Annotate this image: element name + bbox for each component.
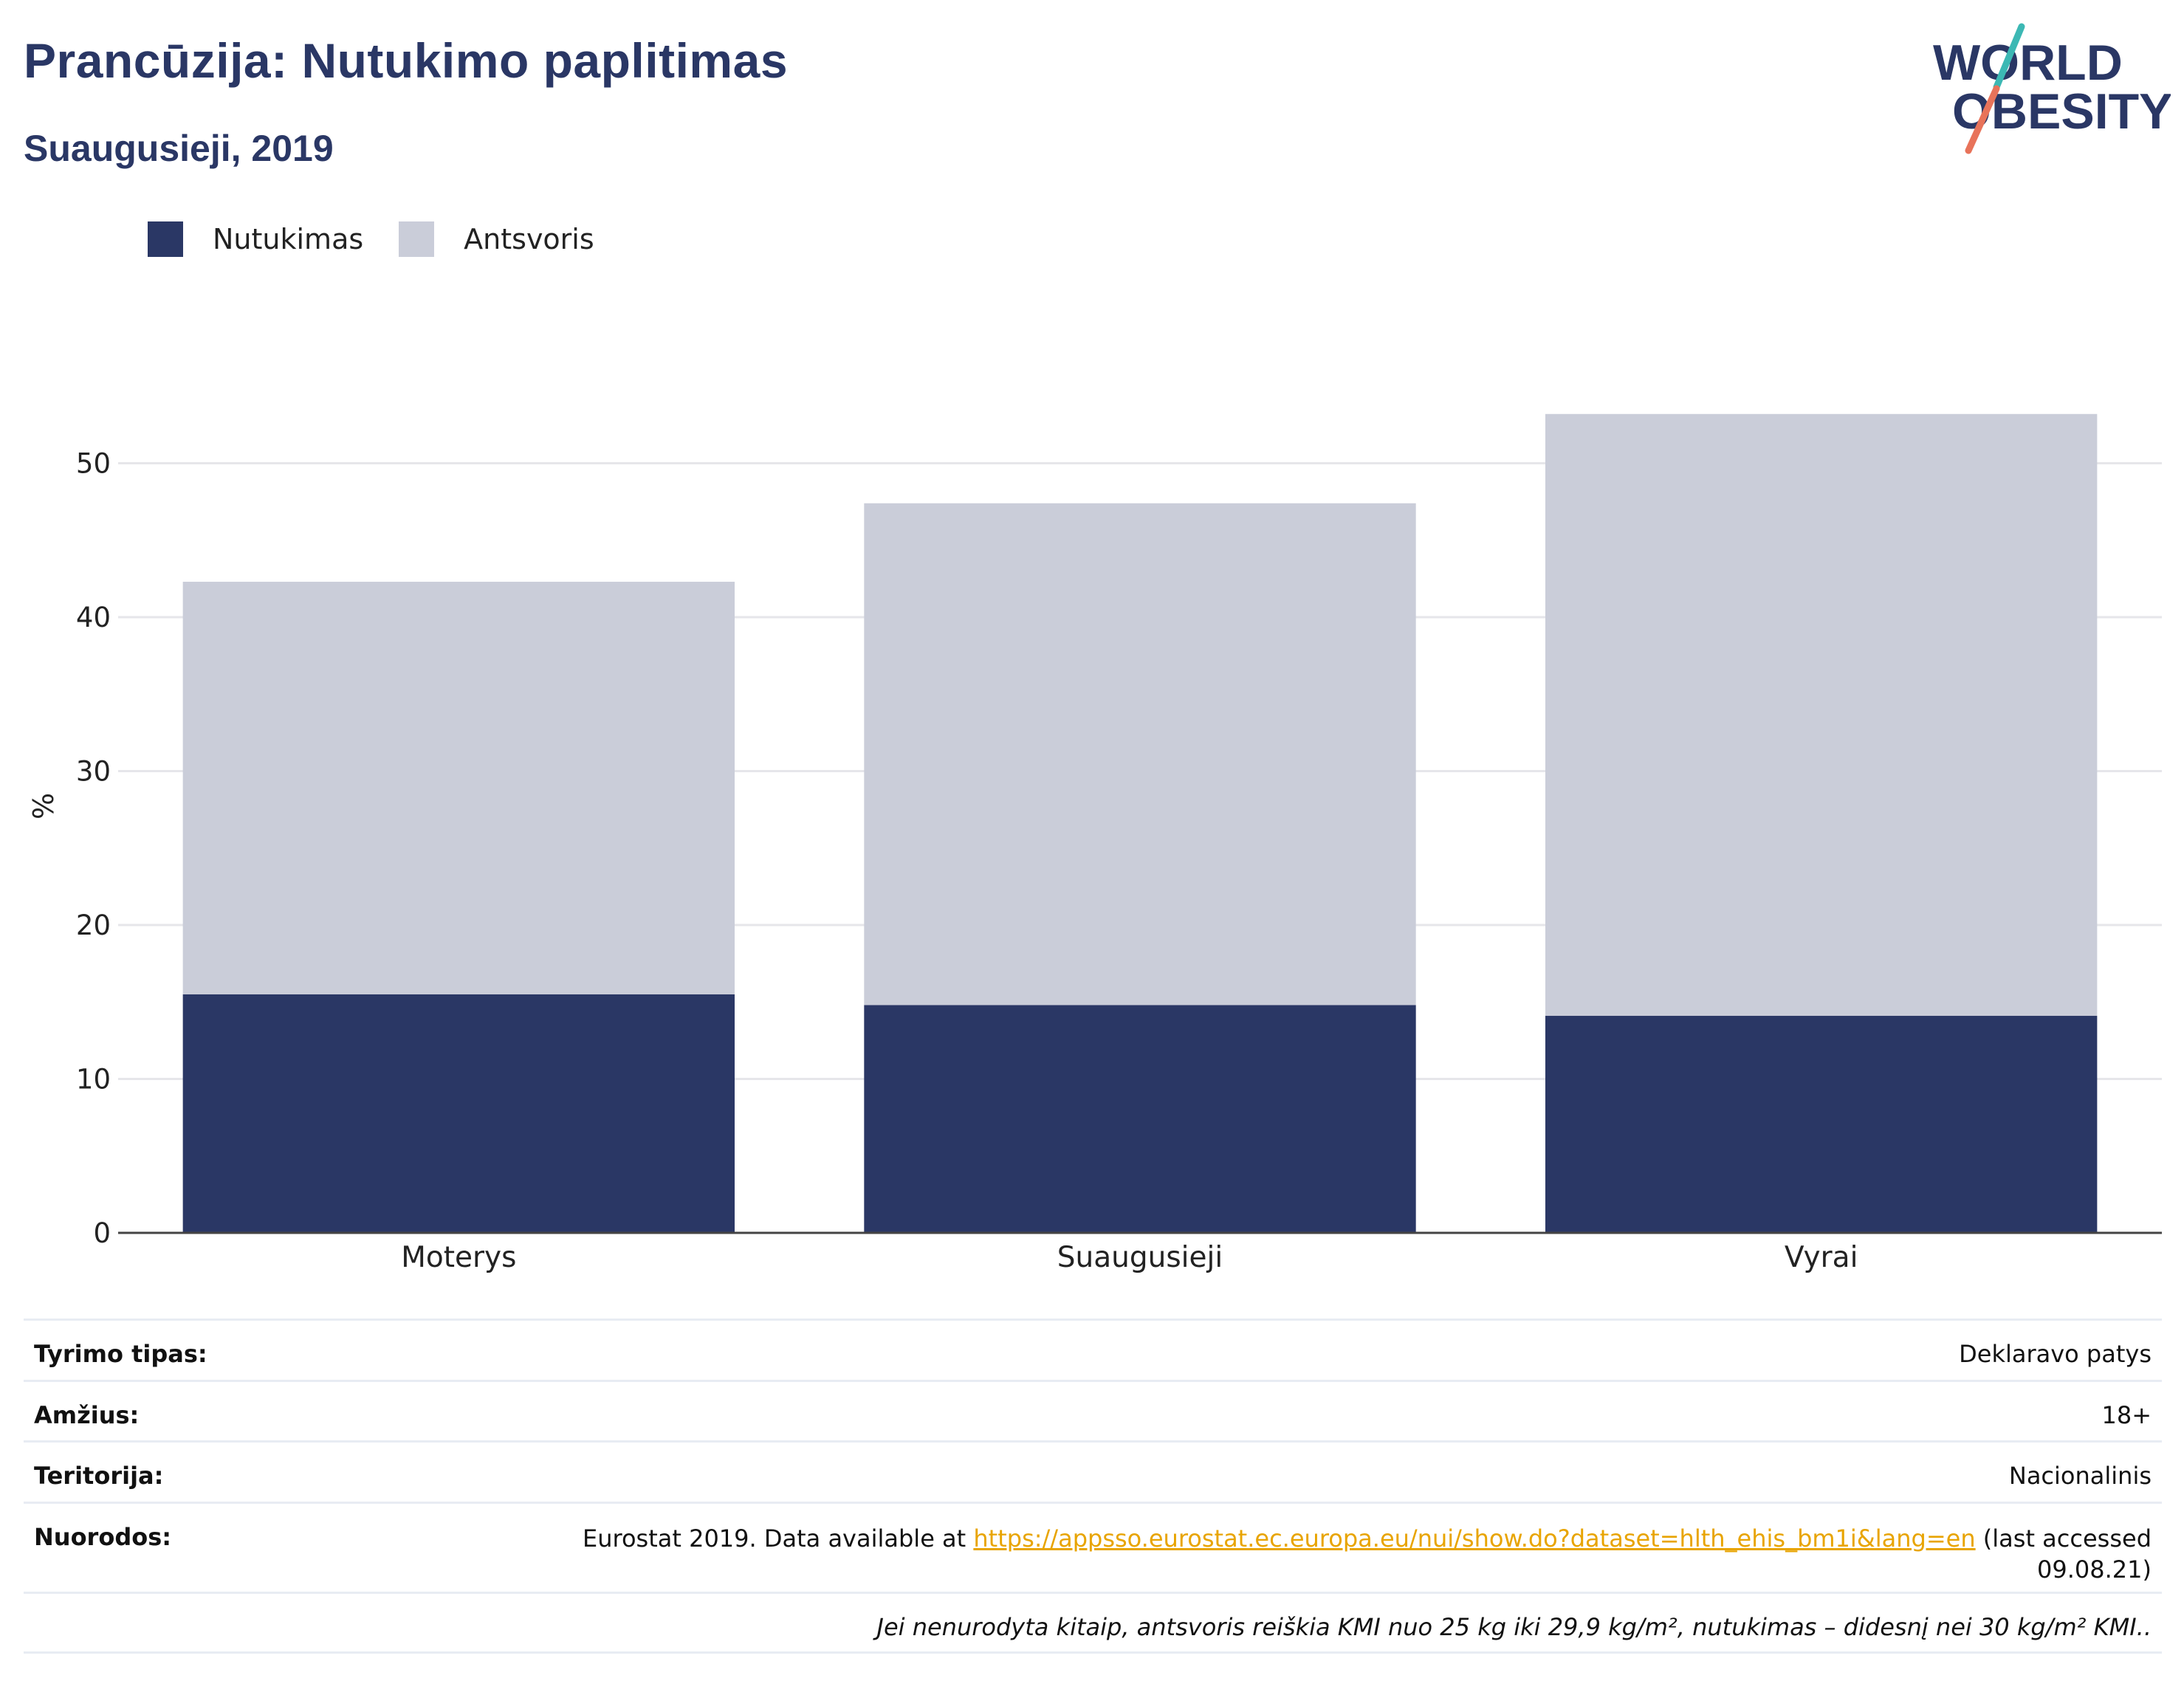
legend-item-nutukimas[interactable]: Nutukimas	[148, 221, 363, 257]
x-tick-label-suaugusieji: Suaugusieji	[1057, 1241, 1223, 1274]
y-tick-label-40: 40	[76, 602, 111, 633]
references-value: Eurostat 2019. Data available at https:/…	[583, 1523, 2152, 1585]
chart-legend: Nutukimas Antsvoris	[148, 219, 630, 260]
bar-chart: % 0 10 20 30 40 50 Moterys Suaugusieji Vyrai	[27, 413, 2162, 1274]
references-prefix: Eurostat 2019. Data available at	[583, 1524, 974, 1553]
references-suffix: (last accessed	[1975, 1524, 2152, 1553]
y-tick-label-10: 10	[76, 1064, 111, 1096]
info-row-survey: Tyrimo tipas: Deklaravo patys	[24, 1318, 2162, 1380]
chart-title: Prancūzija: Nutukimo paplitimas	[24, 33, 789, 88]
bar-nutukimas-vyrai[interactable]	[1545, 1016, 2098, 1233]
references-date: 09.08.21)	[2037, 1555, 2152, 1584]
y-axis-label: %	[27, 793, 60, 819]
info-row-note: Jei nenurodyta kitaip, antsvoris reiškia…	[24, 1592, 2162, 1654]
references-label: Nuorodos:	[34, 1523, 172, 1551]
references-link[interactable]: https://appsso.eurostat.ec.europa.eu/nui…	[973, 1524, 1976, 1553]
info-row-territory: Teritorija: Nacionalinis	[24, 1440, 2162, 1502]
age-label: Amžius:	[34, 1401, 140, 1429]
territory-value: Nacionalinis	[2008, 1462, 2152, 1490]
world-obesity-logo: WORLD OBESITY	[1933, 23, 2171, 154]
bar-nutukimas-suaugusieji[interactable]	[864, 1005, 1416, 1233]
bar-antsvoris-suaugusieji[interactable]	[864, 503, 1416, 1005]
legend-label-antsvoris: Antsvoris	[464, 223, 594, 255]
legend-swatch-nutukimas	[148, 221, 183, 257]
survey-type-label: Tyrimo tipas:	[34, 1340, 207, 1368]
y-tick-label-20: 20	[76, 910, 111, 941]
y-tick-label-30: 30	[76, 756, 111, 788]
bar-antsvoris-moterys[interactable]	[182, 582, 735, 994]
legend-swatch-antsvoris	[399, 221, 435, 257]
info-table: Tyrimo tipas: Deklaravo patys Amžius: 18…	[24, 1318, 2162, 1654]
definition-note: Jei nenurodyta kitaip, antsvoris reiškia…	[876, 1613, 2152, 1641]
territory-label: Teritorija:	[34, 1462, 164, 1490]
y-tick-label-50: 50	[76, 448, 111, 480]
info-row-age: Amžius: 18+	[24, 1380, 2162, 1440]
age-value: 18+	[2101, 1401, 2152, 1429]
info-row-references: Nuorodos: Eurostat 2019. Data available …	[24, 1502, 2162, 1592]
references-line: Eurostat 2019. Data available at https:/…	[583, 1523, 2152, 1554]
x-tick-label-vyrai: Vyrai	[1785, 1241, 1858, 1274]
bar-nutukimas-moterys[interactable]	[182, 994, 735, 1233]
legend-label-nutukimas: Nutukimas	[213, 223, 364, 255]
logo-word-1: WORLD	[1933, 35, 2123, 91]
legend-item-antsvoris[interactable]: Antsvoris	[399, 221, 594, 257]
y-tick-label-0: 0	[93, 1217, 111, 1249]
survey-type-value: Deklaravo patys	[1959, 1340, 2152, 1368]
bar-antsvoris-vyrai[interactable]	[1545, 413, 2098, 1017]
chart-subtitle: Suaugusieji, 2019	[24, 128, 334, 169]
x-tick-label-moterys: Moterys	[401, 1241, 516, 1274]
